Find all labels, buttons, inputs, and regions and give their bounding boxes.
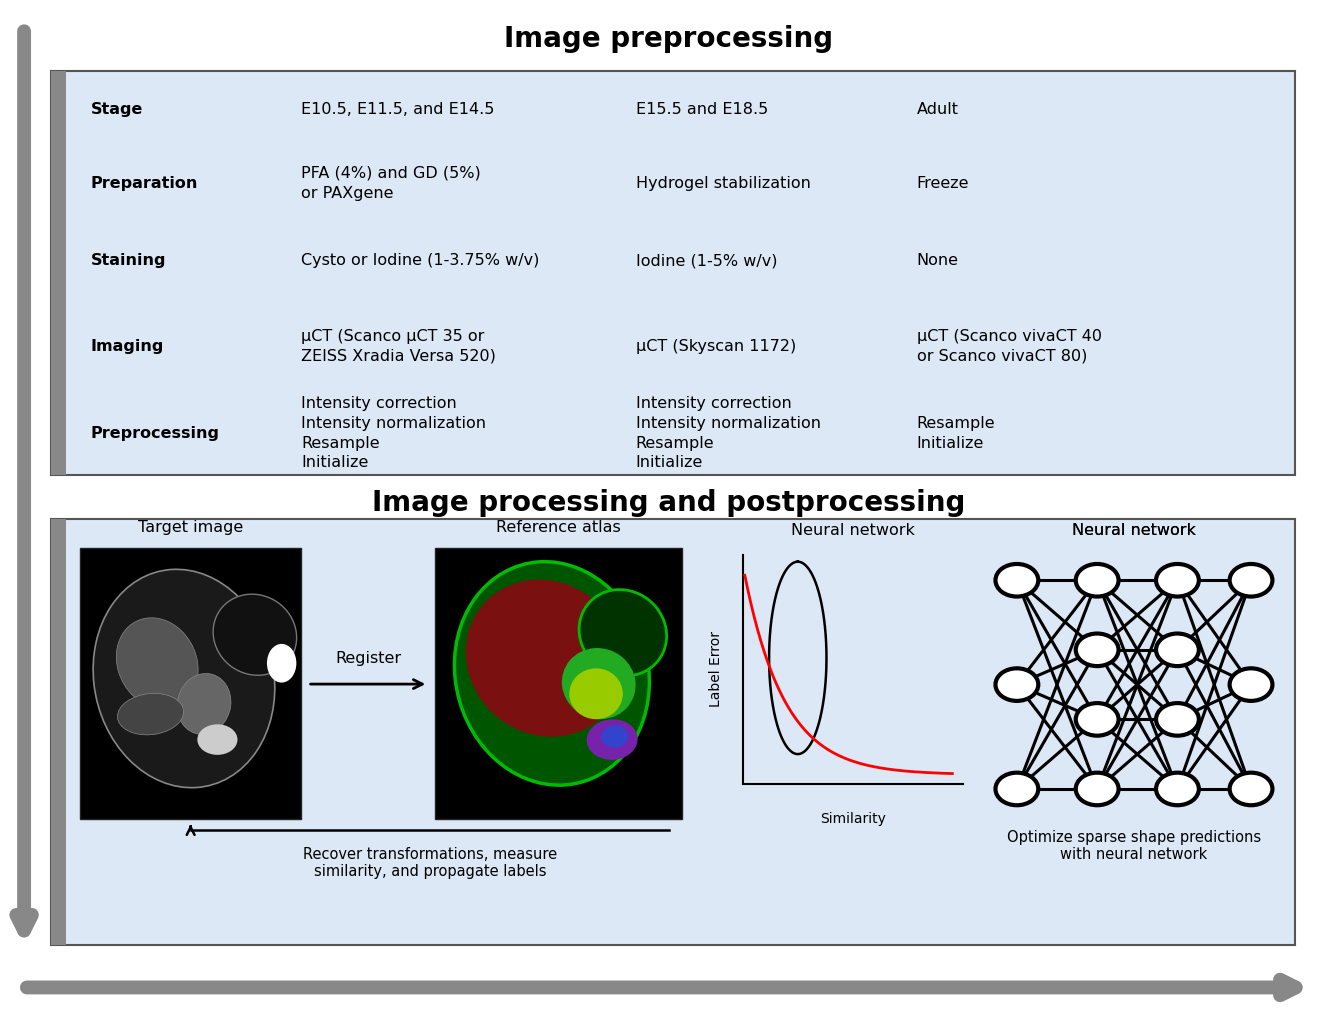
Ellipse shape — [118, 693, 183, 735]
Text: μCT (Skyscan 1172): μCT (Skyscan 1172) — [636, 339, 796, 353]
Text: Preprocessing: Preprocessing — [91, 426, 219, 441]
Text: Image preprocessing: Image preprocessing — [504, 25, 834, 54]
Text: PFA (4%) and GD (5%)
or PAXgene: PFA (4%) and GD (5%) or PAXgene — [301, 166, 480, 201]
Circle shape — [1230, 564, 1272, 597]
Ellipse shape — [213, 595, 297, 675]
Text: Optimize sparse shape predictions
with neural network: Optimize sparse shape predictions with n… — [1008, 830, 1260, 862]
Circle shape — [1156, 703, 1199, 736]
Circle shape — [995, 773, 1038, 805]
Ellipse shape — [586, 720, 638, 759]
Ellipse shape — [455, 562, 649, 785]
Circle shape — [1156, 633, 1199, 666]
Ellipse shape — [266, 644, 297, 682]
Ellipse shape — [198, 725, 238, 755]
FancyBboxPatch shape — [435, 548, 682, 819]
Ellipse shape — [601, 726, 629, 747]
Ellipse shape — [116, 618, 198, 709]
Text: Label Error: Label Error — [709, 631, 723, 708]
Text: Recover transformations, measure
similarity, and propagate labels: Recover transformations, measure similar… — [302, 847, 557, 880]
Text: Stage: Stage — [91, 103, 143, 117]
Ellipse shape — [177, 674, 231, 734]
Circle shape — [1076, 703, 1119, 736]
Ellipse shape — [570, 669, 624, 719]
Ellipse shape — [562, 648, 636, 719]
Circle shape — [1156, 564, 1199, 597]
FancyBboxPatch shape — [51, 519, 1295, 945]
Text: Intensity correction
Intensity normalization
Resample
Initialize: Intensity correction Intensity normaliza… — [301, 396, 486, 470]
Text: Similarity: Similarity — [820, 812, 886, 827]
Circle shape — [1076, 773, 1119, 805]
Text: Resample
Initialize: Resample Initialize — [917, 415, 995, 451]
Text: Preparation: Preparation — [91, 176, 198, 190]
Text: Iodine (1-5% w/v): Iodine (1-5% w/v) — [636, 253, 777, 268]
Text: Neural network: Neural network — [1072, 522, 1196, 538]
FancyBboxPatch shape — [51, 71, 66, 475]
Text: Reference atlas: Reference atlas — [496, 520, 621, 535]
Circle shape — [1076, 633, 1119, 666]
Ellipse shape — [466, 579, 625, 737]
Text: Neural network: Neural network — [791, 522, 915, 538]
Circle shape — [1230, 773, 1272, 805]
FancyBboxPatch shape — [51, 519, 66, 945]
Text: μCT (Scanco μCT 35 or
ZEISS Xradia Versa 520): μCT (Scanco μCT 35 or ZEISS Xradia Versa… — [301, 329, 496, 363]
Ellipse shape — [94, 569, 274, 788]
Text: Intensity correction
Intensity normalization
Resample
Initialize: Intensity correction Intensity normaliza… — [636, 396, 820, 470]
Text: Adult: Adult — [917, 103, 958, 117]
Ellipse shape — [579, 589, 666, 676]
Text: Neural network: Neural network — [1072, 522, 1196, 538]
Text: Target image: Target image — [138, 520, 244, 535]
FancyBboxPatch shape — [80, 548, 301, 819]
Circle shape — [1230, 668, 1272, 701]
Text: E10.5, E11.5, and E14.5: E10.5, E11.5, and E14.5 — [301, 103, 495, 117]
Text: Cysto or Iodine (1-3.75% w/v): Cysto or Iodine (1-3.75% w/v) — [301, 253, 539, 268]
FancyBboxPatch shape — [51, 71, 1295, 475]
Text: Freeze: Freeze — [917, 176, 969, 190]
Text: Hydrogel stabilization: Hydrogel stabilization — [636, 176, 811, 190]
Text: μCT (Scanco vivaCT 40
or Scanco vivaCT 80): μCT (Scanco vivaCT 40 or Scanco vivaCT 8… — [917, 329, 1101, 363]
Circle shape — [995, 564, 1038, 597]
Text: Register: Register — [334, 651, 401, 666]
Circle shape — [1156, 773, 1199, 805]
Text: Staining: Staining — [91, 253, 166, 268]
Circle shape — [1076, 564, 1119, 597]
Circle shape — [995, 668, 1038, 701]
Text: E15.5 and E18.5: E15.5 and E18.5 — [636, 103, 768, 117]
Text: Imaging: Imaging — [91, 339, 165, 353]
Text: None: None — [917, 253, 958, 268]
Text: Image processing and postprocessing: Image processing and postprocessing — [372, 489, 966, 517]
